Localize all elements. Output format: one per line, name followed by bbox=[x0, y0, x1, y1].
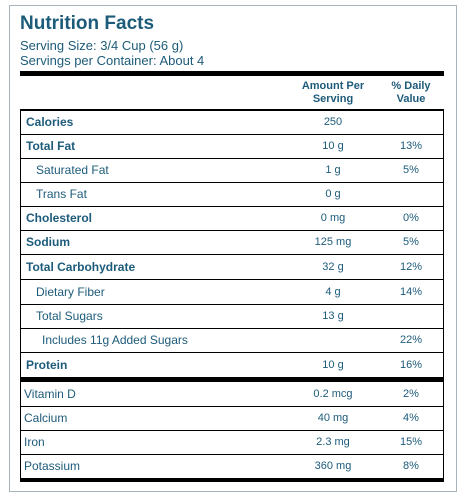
nutrient-name: Total Fat bbox=[26, 139, 76, 153]
nutrient-dv: 14% bbox=[399, 286, 423, 298]
nutrient-dv: 22% bbox=[399, 334, 423, 346]
nutrient-row-sodium: Sodium 125 mg 5% bbox=[20, 230, 444, 254]
nutrient-row-total-fat: Total Fat 10 g 13% bbox=[20, 134, 444, 158]
vitamin-dv: 2% bbox=[403, 388, 419, 400]
thick-rule-bottom bbox=[20, 478, 444, 482]
header-amount-line1: Amount Per bbox=[301, 80, 365, 92]
nutrient-dv bbox=[378, 110, 444, 134]
nutrient-dv: 12% bbox=[399, 261, 423, 273]
vitamin-dv: 8% bbox=[403, 460, 419, 472]
nutrient-amount: 10 g bbox=[322, 140, 344, 152]
vitamin-table-border-right bbox=[443, 382, 444, 478]
nutrient-name: Protein bbox=[26, 358, 68, 372]
nutrient-row-saturated-fat: Saturated Fat 1 g 5% bbox=[20, 158, 444, 182]
vitamin-name: Potassium bbox=[24, 459, 81, 473]
vitamin-dv: 4% bbox=[403, 412, 419, 424]
row-divider bbox=[20, 328, 444, 329]
nutrient-amount: 4 g bbox=[325, 286, 341, 298]
nutrient-amount: 0 mg bbox=[320, 212, 346, 224]
vitamin-row-iron: Iron 2.3 mg 15% bbox=[20, 430, 444, 454]
header-amount-per-serving: Amount Per Serving bbox=[288, 80, 378, 106]
vitamin-name: Iron bbox=[24, 435, 45, 449]
row-divider bbox=[20, 430, 444, 431]
row-divider bbox=[20, 352, 444, 353]
row-divider bbox=[20, 254, 444, 255]
nutrient-amount: 32 g bbox=[322, 261, 344, 273]
row-divider bbox=[20, 304, 444, 305]
vitamin-amount: 360 mg bbox=[314, 460, 352, 472]
nutrient-name: Calories bbox=[26, 115, 74, 129]
nutrient-dv: 13% bbox=[399, 140, 423, 152]
row-divider bbox=[20, 230, 444, 231]
nutrient-dv: 0% bbox=[403, 212, 419, 224]
label-title: Nutrition Facts bbox=[20, 13, 155, 34]
nutrient-amount: 1 g bbox=[325, 164, 341, 176]
nutrient-name: Sodium bbox=[26, 235, 70, 249]
vitamin-row-calcium: Calcium 40 mg 4% bbox=[20, 406, 444, 430]
table-border-right bbox=[443, 110, 444, 377]
nutrient-row-trans-fat: Trans Fat 0 g bbox=[20, 182, 444, 206]
nutrient-amount: 0 g bbox=[325, 188, 341, 200]
nutrient-name: Total Carbohydrate bbox=[26, 260, 136, 274]
nutrient-row-dietary-fiber: Dietary Fiber 4 g 14% bbox=[20, 280, 444, 304]
nutrition-label-panel bbox=[9, 5, 457, 492]
nutrient-name: Cholesterol bbox=[26, 211, 93, 225]
nutrient-amount: 250 bbox=[323, 116, 343, 128]
row-divider bbox=[20, 158, 444, 159]
table-border-left bbox=[20, 110, 21, 377]
row-divider bbox=[20, 279, 444, 280]
nutrient-name: Dietary Fiber bbox=[36, 285, 105, 299]
row-divider bbox=[20, 206, 444, 207]
vitamin-amount: 0.2 mcg bbox=[313, 388, 353, 400]
thick-rule-vitamins bbox=[20, 377, 444, 382]
nutrient-name: Total Sugars bbox=[36, 309, 103, 323]
vitamin-row-vitamin-d: Vitamin D 0.2 mcg 2% bbox=[20, 382, 444, 406]
vitamin-amount: 40 mg bbox=[317, 412, 349, 424]
header-daily-value: % Daily Value bbox=[378, 80, 444, 106]
nutrient-amount: 125 mg bbox=[314, 236, 352, 248]
header-dv-line2: Value bbox=[396, 93, 426, 105]
row-divider bbox=[20, 454, 444, 455]
row-divider bbox=[20, 182, 444, 183]
vitamin-name: Calcium bbox=[24, 411, 68, 425]
nutrient-row-protein: Protein 10 g 16% bbox=[20, 353, 444, 377]
vitamin-table-border-left bbox=[20, 382, 21, 478]
nutrient-dv: 5% bbox=[403, 236, 419, 248]
serving-size: Serving Size: 3/4 Cup (56 g) bbox=[20, 38, 184, 53]
servings-per-container: Servings per Container: About 4 bbox=[20, 53, 205, 68]
nutrient-row-added-sugars: Includes 11g Added Sugars 22% bbox=[20, 328, 444, 352]
nutrient-name: Trans Fat bbox=[36, 187, 87, 201]
nutrient-amount: 10 g bbox=[322, 359, 344, 371]
thick-rule-top bbox=[20, 71, 444, 76]
vitamin-dv: 15% bbox=[399, 436, 423, 448]
nutrient-dv bbox=[378, 304, 444, 328]
header-amount-line2: Serving bbox=[312, 93, 354, 105]
nutrient-row-total-carbohydrate: Total Carbohydrate 32 g 12% bbox=[20, 255, 444, 279]
nutrient-row-total-sugars: Total Sugars 13 g bbox=[20, 304, 444, 328]
row-divider bbox=[20, 406, 444, 407]
nutrient-dv: 16% bbox=[399, 359, 423, 371]
nutrient-row-calories: Calories 250 bbox=[20, 110, 444, 134]
vitamin-row-potassium: Potassium 360 mg 8% bbox=[20, 454, 444, 478]
nutrient-amount: 13 g bbox=[322, 310, 344, 322]
nutrient-name: Saturated Fat bbox=[36, 163, 109, 177]
nutrient-name: Includes 11g Added Sugars bbox=[42, 333, 188, 347]
header-dv-line1: % Daily bbox=[391, 80, 431, 92]
nutrient-dv: 5% bbox=[403, 164, 419, 176]
row-divider bbox=[20, 134, 444, 135]
nutrient-amount bbox=[288, 328, 378, 352]
header-divider bbox=[20, 109, 444, 111]
nutrient-row-cholesterol: Cholesterol 0 mg 0% bbox=[20, 206, 444, 230]
vitamin-name: Vitamin D bbox=[24, 387, 76, 401]
nutrient-dv bbox=[378, 182, 444, 206]
vitamin-amount: 2.3 mg bbox=[316, 436, 350, 448]
